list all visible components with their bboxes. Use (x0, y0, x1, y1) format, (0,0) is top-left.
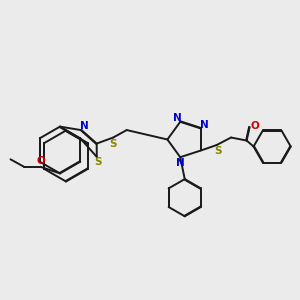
Text: N: N (80, 121, 88, 131)
Text: N: N (176, 158, 184, 168)
Text: S: S (214, 146, 222, 156)
Text: O: O (36, 156, 45, 167)
Text: N: N (200, 120, 209, 130)
Text: O: O (250, 122, 259, 131)
Text: N: N (173, 113, 182, 123)
Text: S: S (109, 139, 116, 148)
Text: S: S (94, 157, 102, 167)
